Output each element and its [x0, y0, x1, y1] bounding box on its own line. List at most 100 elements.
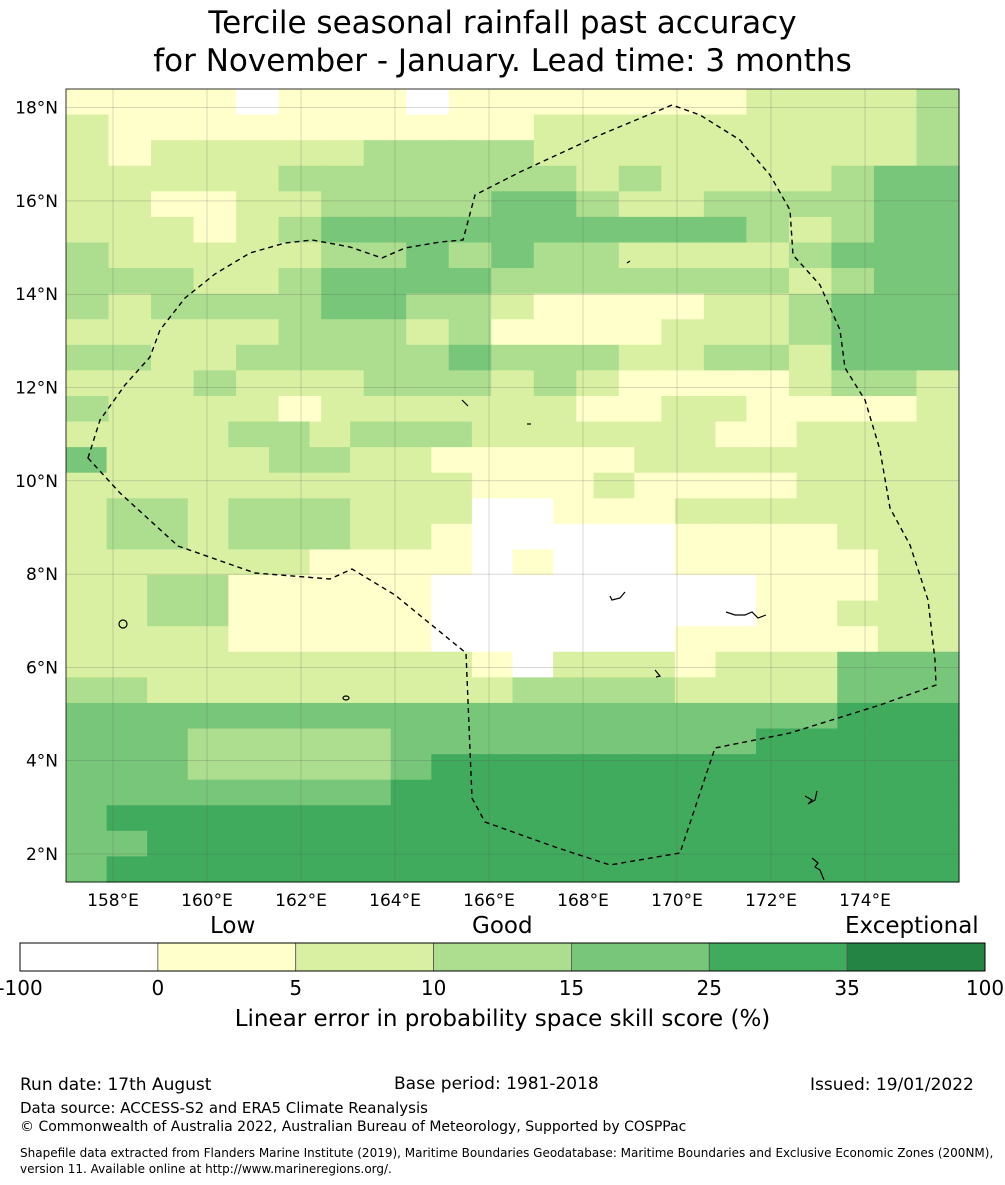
grid-cell: [236, 370, 280, 397]
grid-cell: [877, 677, 920, 704]
grid-cell: [877, 421, 920, 448]
grid-cell: [187, 728, 229, 755]
grid-cell: [703, 89, 747, 116]
grid-cell: [350, 728, 392, 755]
grid-cell: [363, 165, 407, 192]
grid-cell: [873, 293, 918, 320]
grid-cell: [703, 140, 747, 167]
grid-cell: [431, 472, 473, 499]
grid-cell: [363, 242, 407, 269]
grid-cell: [715, 856, 757, 883]
grid-cell: [151, 319, 195, 346]
grid-cell: [309, 728, 351, 755]
grid-cell: [715, 805, 757, 832]
grid-cell: [390, 779, 432, 806]
grid-cell: [321, 344, 365, 371]
grid-cell: [918, 830, 960, 858]
grid-cell: [918, 856, 960, 883]
grid-cell: [66, 447, 108, 474]
grid-cell: [837, 856, 879, 883]
grid-cell: [703, 216, 747, 244]
grid-cell: [236, 395, 280, 423]
grid-cell: [837, 447, 879, 474]
grid-cell: [147, 728, 189, 755]
grid-cell: [715, 754, 757, 781]
grid-cell: [350, 677, 392, 704]
grid-cell: [350, 523, 392, 551]
grid-cell: [187, 523, 229, 551]
grid-cell: [553, 754, 595, 781]
grid-cell: [147, 651, 189, 678]
grid-cell: [756, 421, 798, 448]
grid-cell: [66, 140, 110, 167]
grid-cell: [448, 89, 492, 116]
grid-cell: [406, 344, 450, 371]
grid-cell: [661, 89, 705, 116]
lon-tick-label: 164°E: [369, 891, 421, 910]
grid-cell: [918, 805, 960, 832]
grid-cell: [553, 702, 595, 730]
grid-cell: [278, 370, 322, 397]
grid-cell: [618, 370, 662, 397]
grid-cell: [363, 114, 407, 141]
legend-low-label: Low: [210, 913, 256, 939]
grid-cell: [918, 447, 960, 474]
grid-cell: [796, 754, 838, 781]
grid-cell: [151, 344, 195, 371]
grid-cell: [877, 830, 920, 858]
grid-cell: [431, 447, 473, 474]
grid-cell: [390, 626, 432, 653]
grid-cell: [593, 575, 635, 602]
grid-cell: [309, 651, 351, 678]
grid-cell: [491, 140, 535, 167]
grid-cell: [918, 626, 960, 653]
colorbar-segment: [295, 942, 434, 972]
grid-cell: [837, 651, 879, 678]
grid-cell: [634, 779, 676, 806]
grid-cell: [268, 421, 311, 448]
grid-cell: [363, 140, 407, 167]
grid-cell: [187, 856, 229, 883]
grid-cell: [448, 370, 492, 397]
grid-cell: [350, 498, 392, 525]
grid-cell: [228, 728, 270, 755]
grid-cell: [553, 728, 595, 755]
grid-cell: [66, 319, 110, 346]
grid-cell: [593, 523, 635, 551]
grid-cell: [390, 651, 432, 678]
grid-cell: [512, 677, 554, 704]
grid-cell: [471, 421, 514, 448]
grid-cell: [147, 856, 189, 883]
grid-cell: [877, 600, 920, 627]
grid-cell: [448, 242, 492, 269]
grid-cell: [756, 754, 798, 781]
grid-cell: [788, 370, 833, 397]
grid-cell: [390, 728, 432, 755]
grid-cell: [576, 140, 620, 167]
grid-cell: [873, 114, 918, 141]
grid-cell: [918, 575, 960, 602]
grid-cell: [406, 268, 450, 295]
grid-cell: [390, 447, 432, 474]
grid-cell: [796, 600, 838, 627]
grid-cell: [756, 575, 798, 602]
grid-cell: [471, 523, 514, 551]
grid-cell: [431, 728, 473, 755]
lat-tick-label: 6°N: [26, 658, 58, 678]
grid-cell: [703, 319, 747, 346]
lon-tick-label: 174°E: [839, 891, 891, 910]
grid-cell: [715, 728, 757, 755]
grid-cell: [193, 370, 237, 397]
grid-cell: [715, 447, 757, 474]
grid-cell: [674, 677, 717, 704]
grid-cell: [278, 140, 322, 167]
grid-cell: [268, 728, 311, 755]
grid-cell: [837, 472, 879, 499]
grid-cell: [618, 114, 662, 141]
colorbar-segment: [19, 942, 159, 972]
grid-cell: [831, 370, 875, 397]
grid-cell: [309, 549, 351, 576]
grid-cell: [147, 575, 189, 602]
grid-cell: [512, 651, 554, 678]
grid-cell: [576, 344, 620, 371]
